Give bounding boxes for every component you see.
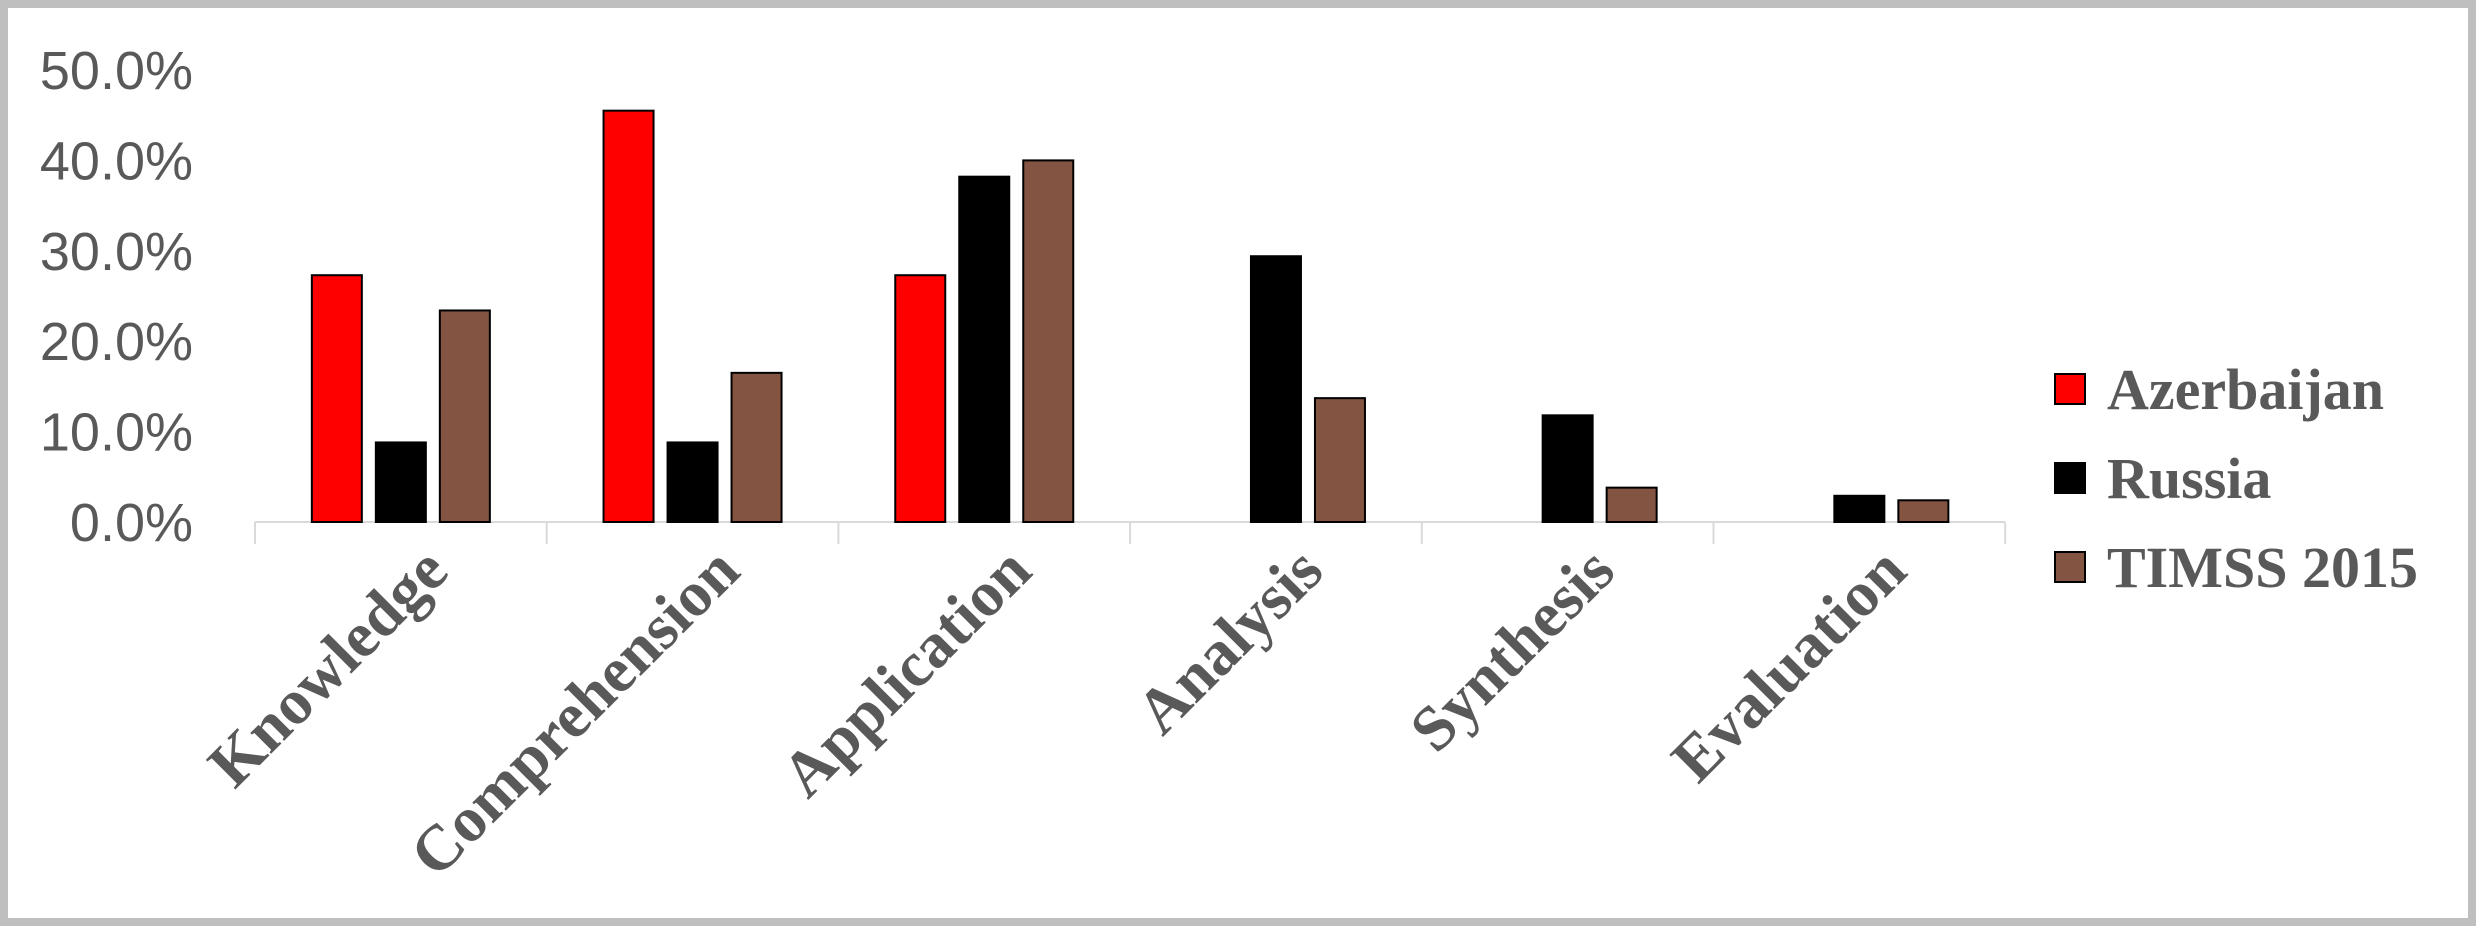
legend-swatch bbox=[2054, 551, 2086, 583]
bar bbox=[1833, 494, 1886, 523]
x-category-label: Synthesis bbox=[1396, 534, 1627, 765]
legend-item: TIMSS 2015 bbox=[2054, 535, 2418, 600]
legend-swatch bbox=[2054, 462, 2086, 494]
bar bbox=[958, 175, 1011, 523]
legend-label: Azerbaijan bbox=[2107, 357, 2384, 422]
y-tick-label: 30.0% bbox=[40, 222, 193, 282]
bar bbox=[730, 371, 783, 523]
bar bbox=[438, 309, 491, 523]
x-category-label: Knowledge bbox=[194, 534, 460, 800]
bar bbox=[374, 441, 427, 523]
y-axis-ticks: 0.0% 10.0% 20.0% 30.0% 40.0% 50.0% bbox=[40, 41, 193, 553]
bar bbox=[1313, 397, 1366, 524]
bar bbox=[894, 274, 947, 524]
x-axis bbox=[254, 521, 2007, 544]
legend-label: TIMSS 2015 bbox=[2107, 535, 2418, 600]
legend-item: Russia bbox=[2054, 446, 2271, 511]
y-tick-label: 0.0% bbox=[70, 493, 193, 553]
x-category-label: Analysis bbox=[1122, 534, 1336, 748]
legend: Azerbaijan Russia TIMSS 2015 bbox=[2054, 357, 2418, 600]
bar bbox=[310, 274, 363, 524]
bar bbox=[1605, 486, 1658, 524]
bar bbox=[1022, 159, 1075, 523]
bars bbox=[310, 109, 1950, 524]
bar bbox=[666, 441, 719, 523]
x-category-label: Evaluation bbox=[1658, 534, 1919, 795]
y-tick-label: 10.0% bbox=[40, 403, 193, 463]
y-tick-label: 20.0% bbox=[40, 312, 193, 372]
legend-item: Azerbaijan bbox=[2054, 357, 2384, 422]
bar bbox=[1249, 255, 1302, 523]
x-category-label: Application bbox=[768, 534, 1045, 811]
bar bbox=[602, 109, 655, 524]
y-tick-label: 40.0% bbox=[40, 131, 193, 191]
bar bbox=[1897, 499, 1950, 523]
legend-label: Russia bbox=[2107, 446, 2271, 511]
y-tick-label: 50.0% bbox=[40, 41, 193, 101]
legend-swatch bbox=[2054, 373, 2086, 405]
bar-chart: 0.0% 10.0% 20.0% 30.0% 40.0% 50.0% KnowledgeC… bbox=[40, 41, 2418, 890]
bar bbox=[1541, 414, 1594, 523]
